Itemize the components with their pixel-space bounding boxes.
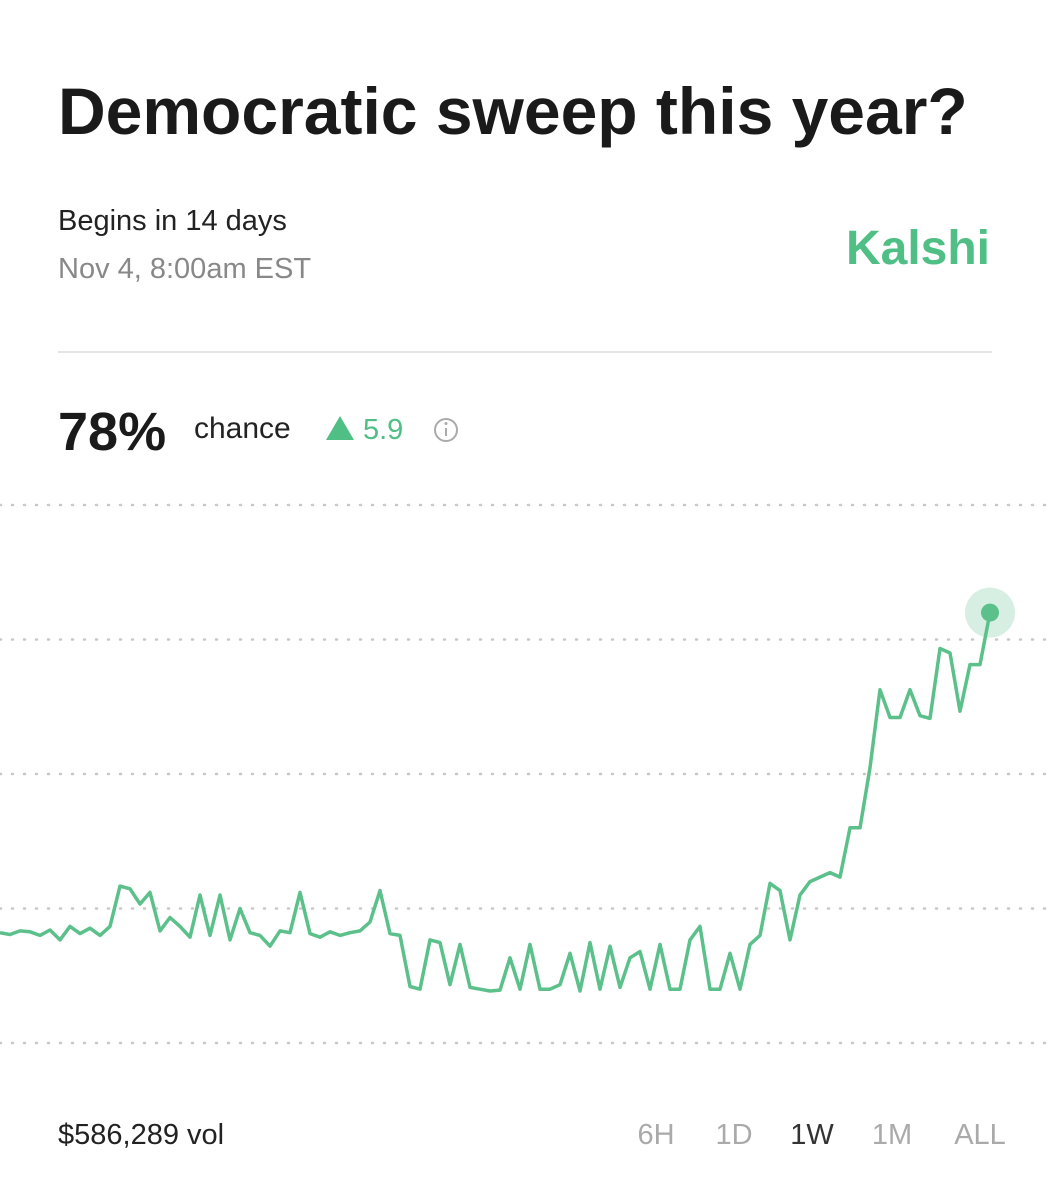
range-button[interactable]: 1W (790, 1119, 834, 1151)
status: Begins in 14 days (58, 205, 287, 237)
range-button[interactable]: ALL (954, 1119, 1006, 1151)
change: 5.9 (363, 414, 403, 446)
current-point (981, 603, 999, 622)
brand: Kalshi (846, 222, 990, 275)
info-icon[interactable] (434, 418, 458, 442)
volume: $586,289 vol (58, 1119, 224, 1151)
range-button[interactable]: 6H (637, 1119, 674, 1151)
chart (0, 503, 1049, 1045)
title: Democratic sweep this year? (58, 74, 968, 148)
price-line (0, 612, 992, 993)
up-arrow (326, 416, 354, 440)
probability: 78% (58, 402, 166, 462)
range-button[interactable]: 1M (872, 1119, 912, 1151)
range-button[interactable]: 1D (715, 1119, 752, 1151)
date: Nov 4, 8:00am EST (58, 253, 311, 285)
chance-label: chance (194, 412, 291, 445)
